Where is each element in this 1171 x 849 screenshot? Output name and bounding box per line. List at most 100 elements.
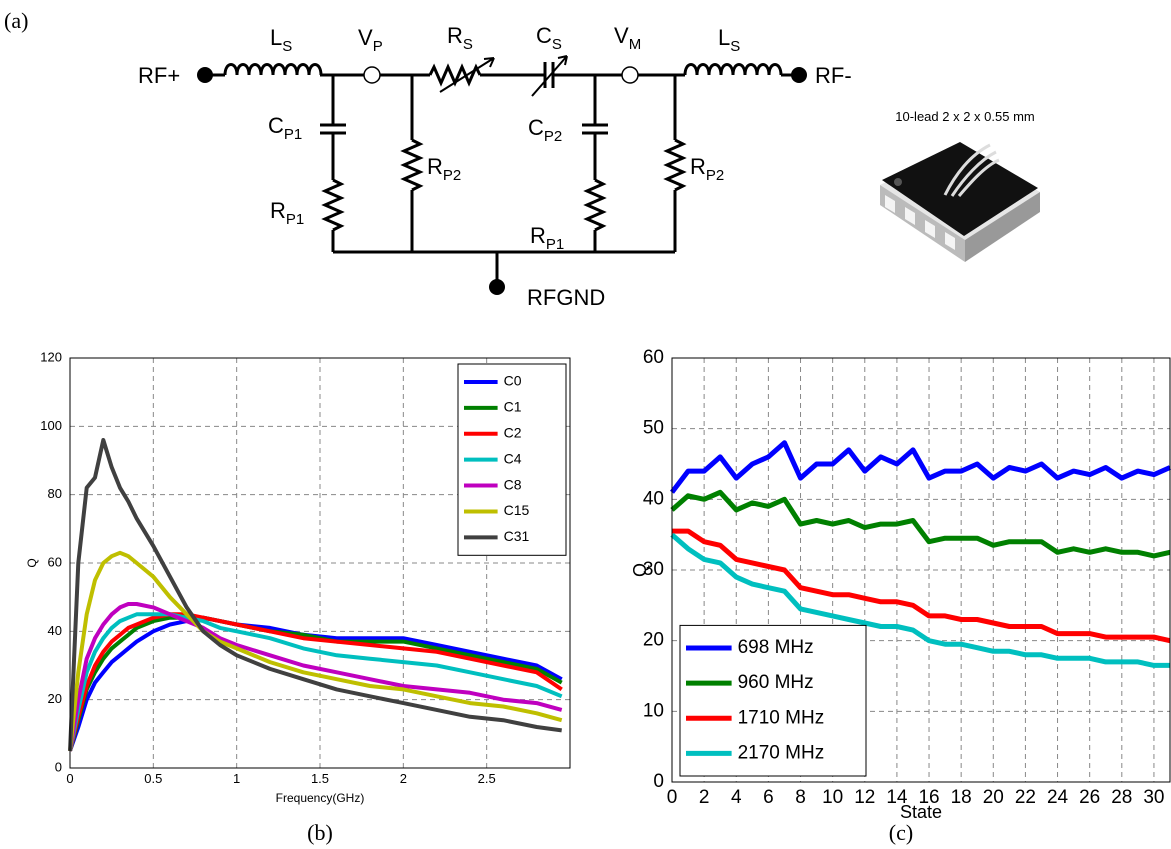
x-tick-label: 14	[886, 787, 908, 808]
subscript: P1	[546, 236, 564, 253]
ground-label: RFGND	[527, 285, 605, 310]
legend-label: C4	[504, 450, 522, 466]
legend-label: C15	[504, 502, 530, 518]
symbol: L	[718, 25, 730, 50]
x-axis-label: State	[900, 802, 942, 822]
legend-label: C8	[504, 476, 522, 492]
x-tick-label: 6	[763, 787, 774, 808]
subscript: S	[282, 38, 292, 55]
x-tick-label: 24	[1047, 787, 1069, 808]
y-tick-label: 40	[48, 623, 62, 638]
x-tick-label: 8	[795, 787, 806, 808]
x-tick-label: 0.5	[144, 771, 162, 786]
package: 10-lead 2 x 2 x 0.55 mm	[880, 109, 1040, 262]
legend-label: 2170 MHz	[738, 742, 825, 763]
y-axis-label: Q	[25, 558, 39, 567]
series-line	[672, 528, 1171, 644]
legend-label: C1	[504, 399, 522, 415]
series-line	[68, 612, 563, 752]
component-label: VM	[614, 23, 641, 53]
component-label: CP2	[528, 115, 562, 145]
x-tick-label: 2	[699, 787, 710, 808]
x-tick-label: 28	[1111, 787, 1132, 808]
subscript: M	[629, 36, 642, 53]
symbol: L	[270, 25, 282, 50]
component-label: LS	[718, 25, 740, 55]
y-axis-label: Q	[630, 563, 650, 577]
component-label: LS	[270, 25, 292, 55]
x-tick-label: 18	[951, 787, 972, 808]
plot-frame	[671, 357, 1171, 783]
y-tick-label: 100	[40, 418, 62, 433]
subscript: S	[463, 36, 473, 53]
symbol: R	[690, 154, 706, 179]
x-tick-label: 26	[1079, 787, 1100, 808]
package-label: 10-lead 2 x 2 x 0.55 mm	[895, 109, 1034, 124]
component-label: CS	[536, 23, 562, 53]
subscript: S	[552, 36, 562, 53]
subscript: P2	[443, 167, 461, 184]
x-tick-label: 12	[854, 787, 875, 808]
component-label: RP1	[270, 198, 304, 228]
x-tick-label: 30	[1143, 787, 1164, 808]
x-tick-label: 2.5	[478, 771, 496, 786]
y-tick-label: 20	[48, 691, 62, 706]
component-label: RP1	[530, 223, 564, 253]
component-label: RP2	[427, 154, 461, 184]
x-tick-label: 0	[66, 771, 73, 786]
symbol: V	[614, 23, 629, 48]
series-line	[670, 440, 1171, 494]
circuit: RF+ RF- RFGND LS VP RS CS VM LS CP1 RP1 …	[138, 23, 852, 310]
x-tick-label: 1.5	[311, 771, 329, 786]
y-tick-label: 20	[643, 630, 664, 651]
legend-label: C0	[504, 373, 522, 389]
y-tick-label: 40	[643, 488, 664, 509]
legend-label: 1710 MHz	[738, 707, 825, 728]
subscript: S	[730, 38, 740, 55]
y-tick-label: 50	[643, 418, 664, 439]
y-tick-label: 0	[653, 771, 664, 792]
y-tick-label: 10	[643, 700, 664, 721]
x-tick-label: 22	[1015, 787, 1036, 808]
legend-label: 698 MHz	[738, 637, 814, 658]
series-line	[670, 489, 1171, 559]
series-line	[68, 612, 563, 752]
series-line	[68, 438, 562, 751]
symbol: R	[427, 154, 443, 179]
subscript: P2	[706, 167, 724, 184]
symbol: C	[268, 113, 284, 138]
y-tick-label: 120	[40, 349, 62, 364]
legend-label: C31	[504, 528, 530, 544]
x-tick-label: 4	[731, 787, 742, 808]
subscript: P2	[544, 128, 562, 145]
symbol: R	[447, 23, 463, 48]
symbol: R	[530, 223, 546, 248]
x-tick-label: 0	[667, 787, 678, 808]
x-tick-label: 20	[983, 787, 1004, 808]
port-label: RF-	[815, 63, 852, 88]
plot-frame	[69, 357, 571, 769]
panel-label: (a)	[4, 8, 28, 33]
x-tick-label: 2	[400, 771, 407, 786]
component-label: VP	[358, 25, 383, 55]
symbol: C	[528, 115, 544, 140]
x-tick-label: 10	[822, 787, 843, 808]
legend-label: 960 MHz	[738, 672, 814, 693]
port-label: RF+	[138, 63, 180, 88]
symbol: R	[270, 198, 286, 223]
panel-caption: (c)	[889, 820, 913, 845]
legend-label: C2	[504, 424, 522, 440]
y-tick-label: 60	[643, 347, 664, 368]
component-label: CP1	[268, 113, 302, 143]
symbol: V	[358, 25, 373, 50]
y-tick-label: 30	[643, 559, 664, 580]
panel-caption: (b)	[307, 820, 333, 845]
x-tick-label: 16	[918, 787, 939, 808]
series-line	[670, 532, 1170, 668]
component-label: RP2	[690, 154, 724, 184]
subscript: P1	[286, 211, 304, 228]
y-tick-label: 80	[48, 486, 62, 501]
y-tick-label: 60	[48, 554, 62, 569]
x-tick-label: 1	[233, 771, 240, 786]
legend-box	[679, 624, 867, 777]
